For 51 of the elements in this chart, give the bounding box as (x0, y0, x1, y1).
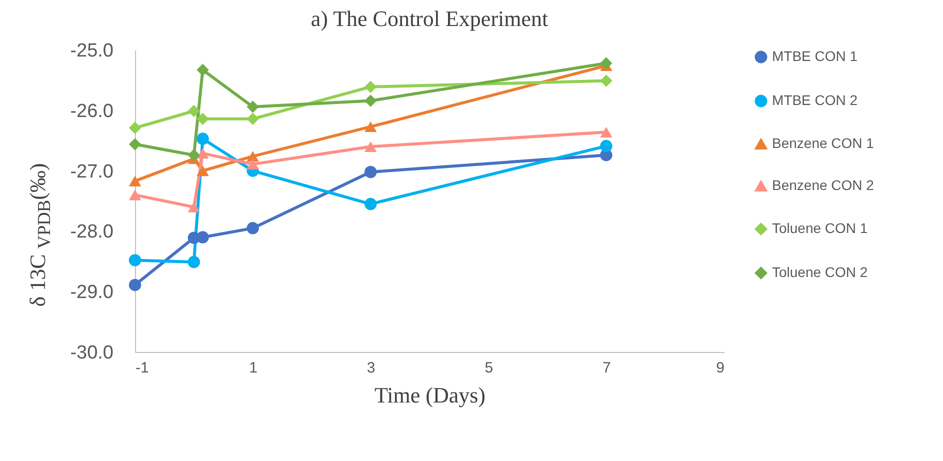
x-tick-label: -1 (136, 360, 149, 376)
legend-label: Benzene CON 2 (772, 177, 874, 193)
point (246, 100, 259, 113)
x-tick-label: 5 (484, 360, 494, 376)
y-tick-label: -29.0 (70, 282, 114, 304)
point (188, 202, 200, 212)
y-tick-label: -30.0 (70, 342, 114, 364)
point (128, 176, 142, 186)
point (364, 121, 377, 132)
point (196, 231, 209, 244)
point (364, 166, 377, 178)
point (128, 190, 142, 200)
point (246, 151, 259, 162)
point (364, 94, 377, 107)
point (600, 57, 612, 70)
y-tick-label: -25.0 (70, 40, 114, 62)
point (196, 132, 209, 145)
point (196, 112, 209, 125)
point (128, 254, 142, 266)
point (128, 122, 142, 134)
point (600, 140, 612, 152)
point (188, 104, 200, 118)
point (364, 141, 377, 152)
legend-label: Benzene CON 1 (772, 135, 874, 151)
legend-label: MTBE CON 1 (772, 48, 858, 64)
point (188, 256, 200, 268)
point (364, 80, 377, 93)
chart-title: a) The Control Experiment (310, 6, 548, 31)
y-tick-label: -27.0 (70, 161, 114, 182)
point (196, 64, 209, 76)
point (246, 158, 259, 170)
x-tick-label: 7 (602, 360, 611, 376)
point (128, 278, 142, 292)
point (246, 222, 259, 234)
x-tick-label: 1 (249, 360, 258, 376)
legend-label: Toluene CON 1 (772, 220, 868, 236)
point (196, 165, 209, 176)
y-tick-label: -26.0 (70, 100, 114, 122)
x-axis-title: Time (Days) (374, 382, 486, 408)
x-tick-label: 9 (716, 360, 724, 376)
x-tick-label: 3 (366, 360, 376, 376)
point (196, 148, 209, 159)
point (128, 138, 142, 150)
point (600, 74, 612, 87)
point (188, 148, 200, 162)
legend-label: MTBE CON 2 (772, 92, 858, 108)
point (364, 198, 377, 210)
legend-label: Toluene CON 2 (772, 264, 868, 280)
point (246, 112, 259, 125)
y-tick-label: -28.0 (70, 222, 114, 243)
point (600, 126, 612, 138)
